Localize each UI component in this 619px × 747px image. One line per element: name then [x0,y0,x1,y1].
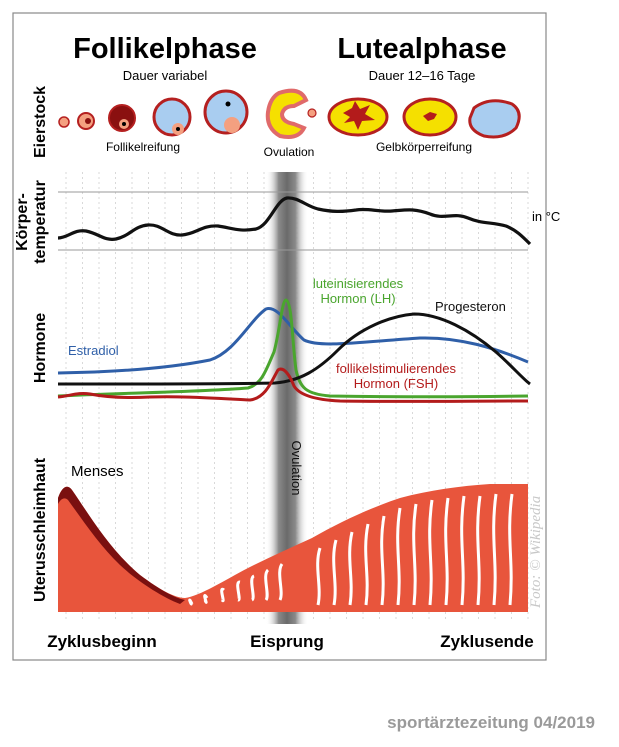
corpus-albicans-icon [468,99,521,139]
gland-slit [264,568,270,601]
label-corpus-luteum-maturation: Gelbkörperreifung [376,140,472,154]
cycle-end-label: Zyklusende [440,632,534,651]
follicular-phase-duration: Dauer variabel [123,68,208,83]
gland-slit [476,495,482,606]
endometrium-layer [58,484,528,612]
luteal-phase-title: Lutealphase [337,33,506,65]
ovary-stages [58,88,521,139]
temperature-unit: in °C [532,209,560,224]
gland-slit [332,539,338,606]
gland-slit [396,507,402,606]
hormone-curves [57,298,531,403]
endometrial-glands [188,493,514,606]
gland-slit [492,493,498,606]
gland-slit [444,497,450,606]
gland-slit [236,580,241,602]
menses-label: Menses [71,463,124,480]
gland-slit [412,503,418,606]
progesterone-label: Progesteron [435,299,506,314]
progesterone-curve [57,312,531,386]
corpus-luteum-mature-icon [402,97,458,137]
estradiol-label: Estradiol [68,343,119,358]
endometrium-shape [58,484,528,612]
gland-slit [428,499,434,606]
lh-label-line2: Hormon (LH) [320,291,395,306]
gland-slit [188,598,194,606]
follicle-stage-3-icon [108,104,136,132]
temperature-curve [57,196,532,246]
follicle-stage-1-icon [58,116,70,128]
follicular-phase-title: Follikelphase [73,33,257,65]
gland-slit [348,531,354,606]
lh-curve [57,298,529,399]
fsh-curve [57,367,529,403]
label-follicle-maturation: Follikelreifung [106,140,180,154]
fsh-label-line2: Hormon (FSH) [354,376,439,391]
corpus-luteum-early-icon [327,97,389,137]
gland-slit [460,495,466,606]
luteal-phase-duration: Dauer 12–16 Tage [369,68,476,83]
row-label-temperature-2: temperatur [32,180,49,264]
row-label-temperature-1: Körper- [14,193,31,251]
gland-slit [508,493,514,606]
ovulation-axis-label: Eisprung [250,632,324,651]
gland-slit [380,515,386,606]
fsh-label-line1: follikelstimulierendes [336,361,456,376]
gland-slit [250,574,256,602]
ovulation-band-label: Ovulation [289,441,304,496]
menses-bleeding [58,486,185,604]
gland-slit [220,587,225,603]
label-ovulation-ovary: Ovulation [264,145,315,159]
follicle-stage-2-icon [77,112,95,130]
cycle-start-label: Zyklusbeginn [47,632,157,651]
follicle-stage-5-icon [203,89,249,135]
image-credit: Foto: © Wikipedia [528,495,544,608]
row-label-hormones: Hormone [32,313,49,383]
row-label-endometrium: Uterusschleimhaut [32,457,49,602]
gland-slit [203,594,209,604]
lh-label-line1: luteinisierendes [313,276,404,291]
row-label-ovary: Eierstock [32,86,49,158]
gland-slit [316,547,322,606]
journal-footer: sportärztezeitung 04/2019 [387,713,595,732]
ruptured-follicle-icon [265,88,317,139]
gland-slit [278,563,284,601]
follicle-stage-4-icon [152,97,192,137]
gland-slit [364,523,370,606]
